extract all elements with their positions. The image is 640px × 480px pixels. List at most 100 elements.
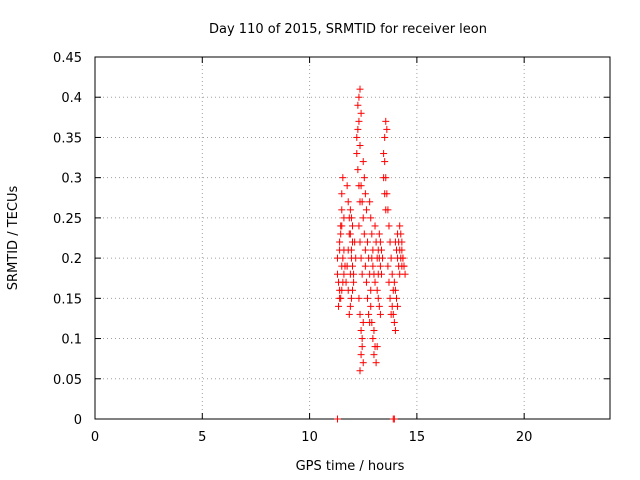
y-tick-label: 0.45 xyxy=(53,51,82,66)
data-point xyxy=(338,206,346,214)
data-point xyxy=(360,174,368,182)
data-point xyxy=(365,310,373,318)
data-point xyxy=(336,238,344,246)
data-point xyxy=(389,310,397,318)
data-point xyxy=(391,327,399,335)
data-point xyxy=(369,262,377,270)
data-point xyxy=(356,367,364,375)
y-tick-label: 0.2 xyxy=(61,252,82,267)
data-point xyxy=(364,238,372,246)
data-point xyxy=(373,286,381,294)
data-point xyxy=(385,222,393,230)
data-point xyxy=(353,150,361,158)
data-point xyxy=(376,238,384,246)
data-point xyxy=(338,286,346,294)
data-point xyxy=(384,262,392,270)
data-point xyxy=(359,318,367,326)
data-point xyxy=(360,230,368,238)
x-axis-label: GPS time / hours xyxy=(296,459,405,474)
data-point xyxy=(398,246,406,254)
data-point xyxy=(356,141,364,149)
data-point xyxy=(368,230,376,238)
data-point xyxy=(355,294,363,302)
data-point xyxy=(374,294,382,302)
data-point xyxy=(357,351,365,359)
data-point xyxy=(371,222,379,230)
data-point xyxy=(367,214,375,222)
data-point xyxy=(336,294,344,302)
y-tick-label: 0.1 xyxy=(61,333,82,348)
data-point xyxy=(343,182,351,190)
data-point xyxy=(358,335,366,343)
data-point xyxy=(361,262,369,270)
data-point xyxy=(391,286,399,294)
data-point xyxy=(340,270,348,278)
data-point xyxy=(345,310,353,318)
data-points xyxy=(333,85,409,423)
data-point xyxy=(376,262,384,270)
data-point xyxy=(358,270,366,278)
data-point xyxy=(364,294,372,302)
grid-lines xyxy=(95,57,610,419)
data-point xyxy=(358,343,366,351)
x-tick-label: 15 xyxy=(409,430,426,445)
data-point xyxy=(358,198,366,206)
data-point xyxy=(362,278,370,286)
data-point xyxy=(354,125,362,133)
data-point xyxy=(333,270,341,278)
y-tick-label: 0.15 xyxy=(53,292,82,307)
data-point xyxy=(369,335,377,343)
data-point xyxy=(338,222,346,230)
data-point xyxy=(382,117,390,125)
data-point xyxy=(335,302,343,310)
x-axis-ticks: 0 5 10 15 20 xyxy=(91,57,533,445)
data-point xyxy=(381,133,389,141)
data-point xyxy=(368,318,376,326)
data-point xyxy=(379,254,387,262)
data-point xyxy=(333,415,341,423)
data-point xyxy=(337,230,345,238)
data-point xyxy=(354,166,362,174)
data-point xyxy=(383,190,391,198)
x-tick-label: 5 xyxy=(198,430,206,445)
data-point xyxy=(400,262,408,270)
data-point xyxy=(342,278,350,286)
data-point xyxy=(361,190,369,198)
data-point xyxy=(375,302,383,310)
data-point xyxy=(394,302,402,310)
data-point xyxy=(359,359,367,367)
data-point xyxy=(367,302,375,310)
data-point xyxy=(354,101,362,109)
y-axis-ticks: 0 0.05 0.1 0.15 0.2 0.25 0.3 0.35 0.4 0.45 xyxy=(53,51,610,428)
data-point xyxy=(359,158,367,166)
data-point xyxy=(376,310,384,318)
data-point xyxy=(356,238,364,246)
data-point xyxy=(353,133,361,141)
data-point xyxy=(350,270,358,278)
data-point xyxy=(362,206,370,214)
y-axis-label: SRMTID / TECUs xyxy=(6,186,21,291)
data-point xyxy=(380,150,388,158)
data-point xyxy=(361,246,369,254)
data-point xyxy=(382,174,390,182)
data-point xyxy=(373,343,381,351)
x-tick-label: 20 xyxy=(516,430,533,445)
x-tick-label: 0 xyxy=(91,430,99,445)
data-point xyxy=(347,294,355,302)
data-point xyxy=(370,351,378,359)
data-point xyxy=(356,310,364,318)
data-point xyxy=(349,286,356,294)
data-point xyxy=(390,318,398,326)
data-point xyxy=(357,182,365,190)
y-tick-label: 0.35 xyxy=(53,131,82,146)
data-point xyxy=(383,125,391,133)
data-point xyxy=(350,278,358,286)
data-point xyxy=(346,206,354,214)
y-tick-label: 0.25 xyxy=(53,212,82,227)
data-point xyxy=(371,278,379,286)
data-point xyxy=(339,254,347,262)
data-point xyxy=(357,327,365,335)
plot-frame xyxy=(94,56,611,420)
y-tick-label: 0 xyxy=(74,413,82,428)
